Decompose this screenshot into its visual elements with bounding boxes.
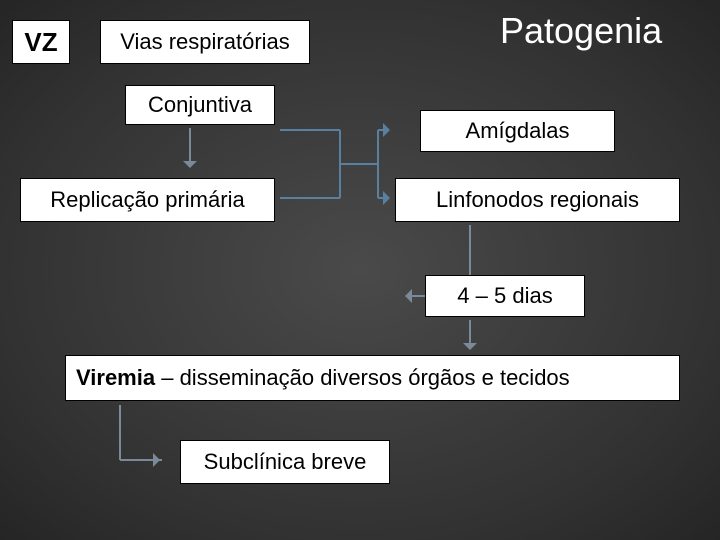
node-vz: VZ [12,20,70,64]
node-vias-respiratorias: Vias respiratórias [100,20,310,64]
node-linfonodos-regionais: Linfonodos regionais [395,178,680,222]
viremia-bold: Viremia [76,365,155,390]
node-4-5-dias: 4 – 5 dias [425,275,585,317]
node-amigdalas: Amígdalas [420,110,615,152]
node-conjuntiva: Conjuntiva [125,85,275,125]
slide-title: Patogenia [500,10,720,60]
viremia-rest: – disseminação diversos órgãos e tecidos [155,365,570,390]
node-replicacao-primaria: Replicação primária [20,178,275,222]
node-viremia: Viremia – disseminação diversos órgãos e… [65,355,680,401]
node-subclinica-breve: Subclínica breve [180,440,390,484]
